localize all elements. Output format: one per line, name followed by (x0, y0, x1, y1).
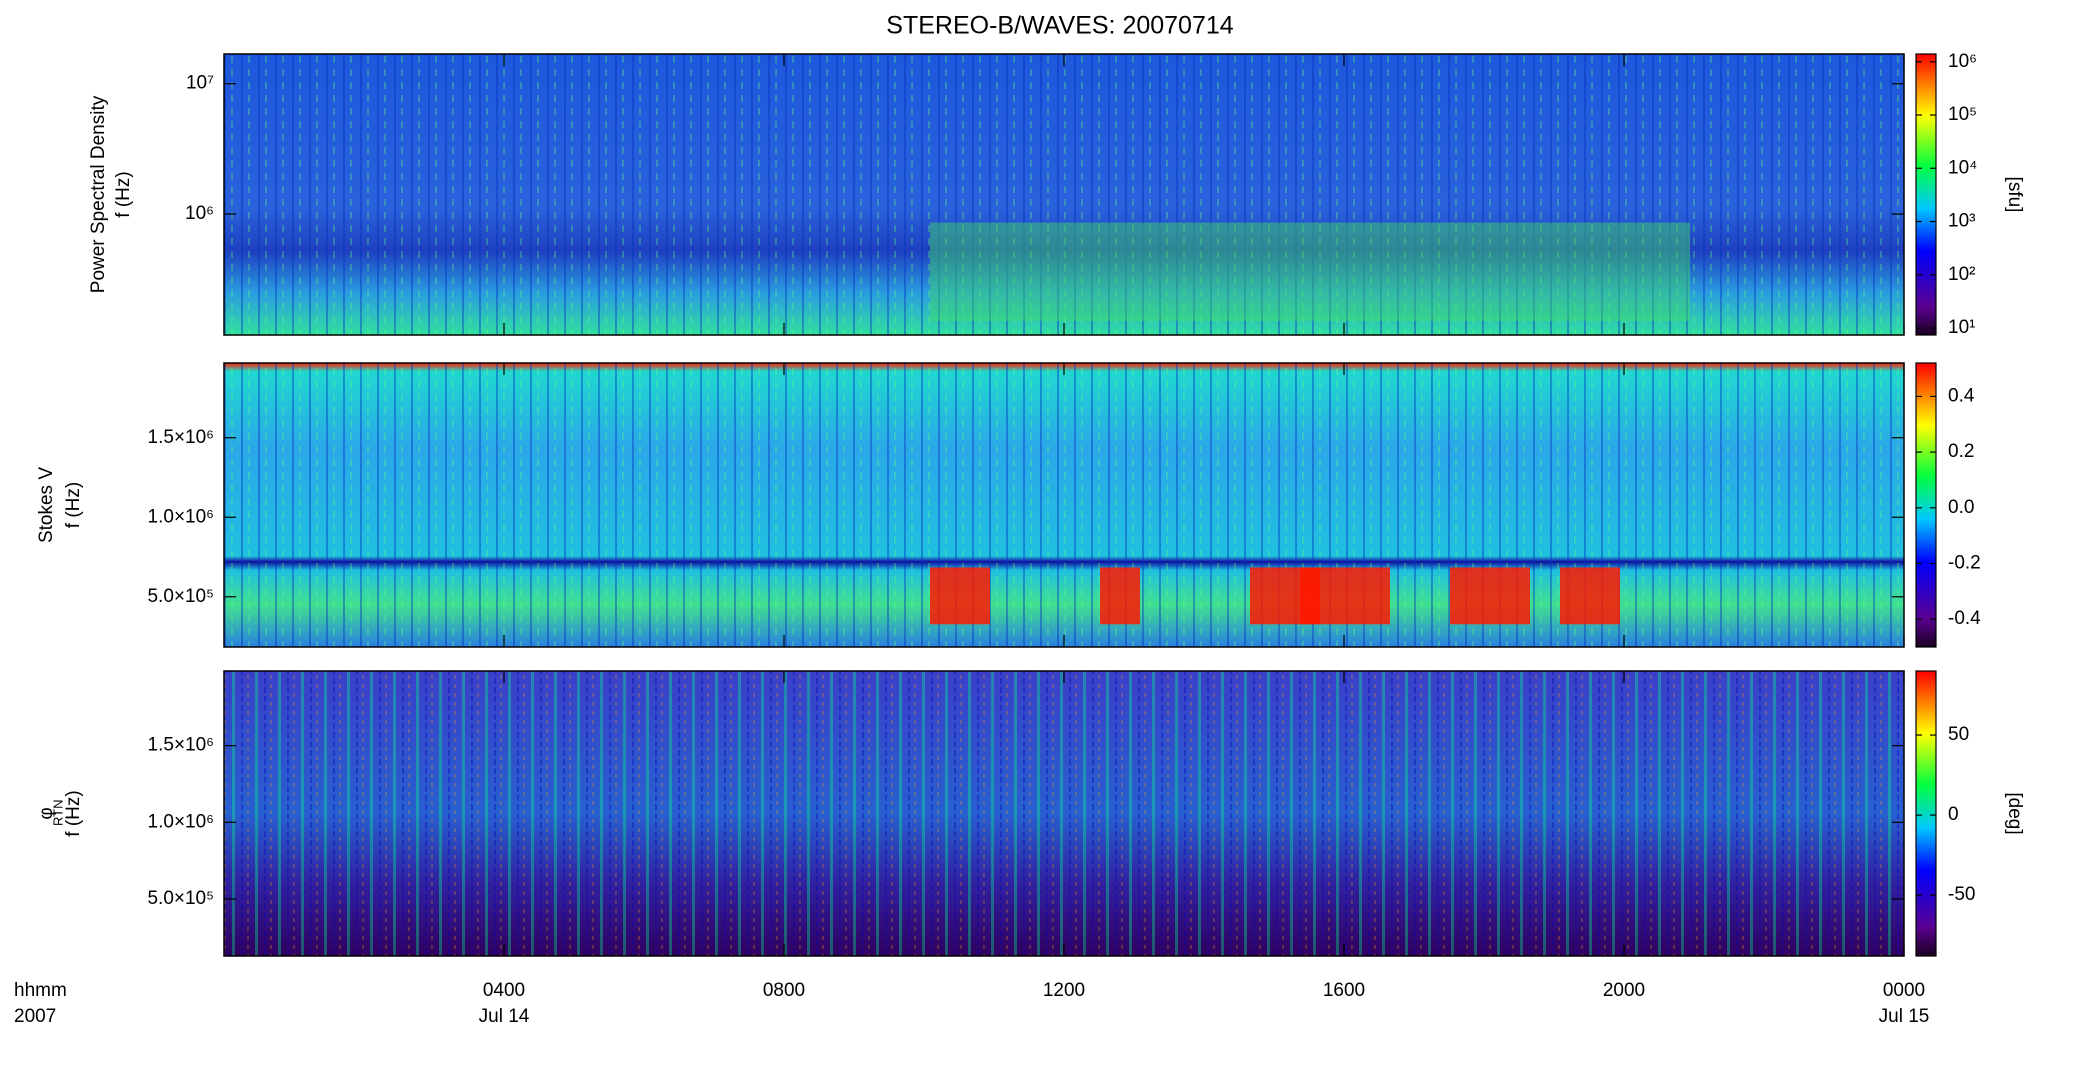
spectrogram-texture (224, 54, 1904, 335)
colorbar-tick-label: 10¹ (1948, 317, 1975, 338)
x-tick-label: 2000 (1603, 980, 1645, 1001)
x-tick-label: 0000 (1883, 980, 1925, 1001)
burst-region (1300, 567, 1390, 625)
y-axis-label: Stokes V (36, 467, 57, 543)
colorbar-tick-label: -0.2 (1948, 552, 1981, 573)
x-axis-caption: 2007 (14, 1006, 56, 1027)
y-axis-label: φ (36, 807, 57, 819)
colorbar-tick-label: 10² (1948, 264, 1975, 285)
burst-region (1560, 567, 1620, 625)
burst-region (1450, 567, 1530, 625)
spectrogram-texture (224, 671, 1904, 956)
colorbar-tick-label: 50 (1948, 724, 1969, 745)
colorbar (1915, 53, 1937, 336)
colorbar-tick-label: -50 (1948, 884, 1975, 905)
colorbar-tick-label: 10³ (1948, 211, 1975, 232)
x-tick-label: 1200 (1043, 980, 1085, 1001)
y-tick-label: 1.0×10⁶ (148, 811, 214, 832)
y-tick-label: 1.5×10⁶ (148, 735, 214, 756)
y-axis-label: f (Hz) (63, 790, 84, 836)
x-date-label: Jul 15 (1879, 1006, 1930, 1027)
colorbar-tick-label: 10⁵ (1948, 104, 1977, 125)
burst-region (930, 567, 990, 625)
y-tick-label: 1.5×10⁶ (148, 427, 214, 448)
y-axis-label: Power Spectral Density (88, 95, 109, 293)
y-tick-label: 1.0×10⁶ (148, 506, 214, 527)
y-tick-label: 10⁶ (185, 203, 214, 224)
spectrogram-texture (224, 363, 1904, 647)
colorbar-label: [sfu] (2004, 177, 2025, 213)
colorbar-tick-label: 0.2 (1948, 441, 1974, 462)
colorbar (1915, 670, 1937, 957)
y-tick-label: 5.0×10⁵ (147, 888, 214, 909)
colorbar-tick-label: 0 (1948, 804, 1959, 825)
x-axis-caption: hhmm (14, 980, 67, 1001)
colorbar-label: [deg] (2004, 792, 2025, 834)
x-tick-label: 1600 (1323, 980, 1365, 1001)
x-date-label: Jul 14 (479, 1006, 530, 1027)
y-axis-label: f (Hz) (63, 482, 84, 528)
colorbar-tick-label: -0.4 (1948, 608, 1981, 629)
x-tick-label: 0400 (483, 980, 525, 1001)
y-axis-label: f (Hz) (113, 171, 134, 217)
y-tick-label: 10⁷ (186, 73, 214, 94)
burst-region (930, 222, 1690, 321)
burst-region (1100, 567, 1140, 625)
y-tick-label: 5.0×10⁵ (147, 586, 214, 607)
colorbar-tick-label: 0.0 (1948, 497, 1974, 518)
colorbar (1915, 362, 1937, 648)
colorbar-tick-label: 10⁶ (1948, 51, 1977, 72)
y-axis-label-subscript: RTN (50, 800, 65, 826)
figure-title: STEREO-B/WAVES: 20070714 (886, 12, 1233, 40)
colorbar-tick-label: 10⁴ (1948, 157, 1977, 178)
x-tick-label: 0800 (763, 980, 805, 1001)
colorbar-tick-label: 0.4 (1948, 385, 1975, 406)
